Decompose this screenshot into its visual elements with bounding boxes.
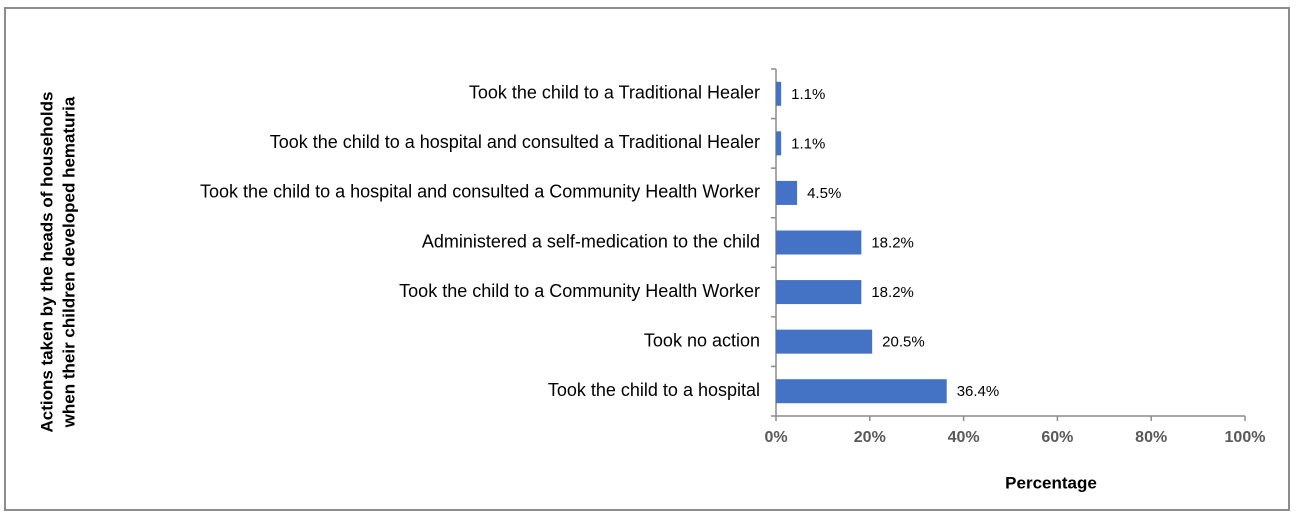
bar [776,180,798,205]
bar [776,81,782,106]
value-label: 4.5% [807,185,841,202]
x-tick-label: 80% [1135,429,1167,446]
y-tick-label: Took the child to a Community Health Wor… [399,281,760,301]
y-tick-label: Took the child to a Traditional Healer [469,83,760,103]
value-label: 1.1% [791,86,825,103]
y-tick-label: Administered a self-medication to the ch… [422,231,760,251]
y-tick-label: Took no action [644,330,760,350]
value-label: 36.4% [957,383,1000,400]
y-axis-title: Actions taken by the heads of households… [37,92,78,433]
bar [776,329,873,354]
y-tick-label: Took the child to a hospital and consult… [200,182,760,202]
bar [776,230,862,255]
x-tick-label: 100% [1225,429,1266,446]
y-axis-title-line: Actions taken by the heads of households [37,92,56,433]
bar [776,379,947,404]
x-axis-title: Percentage [1005,473,1097,492]
y-tick-label: Took the child to a hospital [548,380,760,400]
value-label: 1.1% [791,135,825,152]
value-label: 18.2% [871,234,914,251]
x-tick-label: 40% [948,429,980,446]
x-tick-label: 60% [1041,429,1073,446]
value-label: 18.2% [871,284,914,301]
chart-frame [4,7,1290,511]
x-tick-label: 20% [854,429,886,446]
y-tick-label: Took the child to a hospital and consult… [270,132,760,152]
bar [776,131,782,156]
value-label: 20.5% [882,334,925,351]
y-axis-title-line: when their children developed hematuria [59,96,78,428]
bar [776,280,862,305]
x-tick-label: 0% [764,429,787,446]
